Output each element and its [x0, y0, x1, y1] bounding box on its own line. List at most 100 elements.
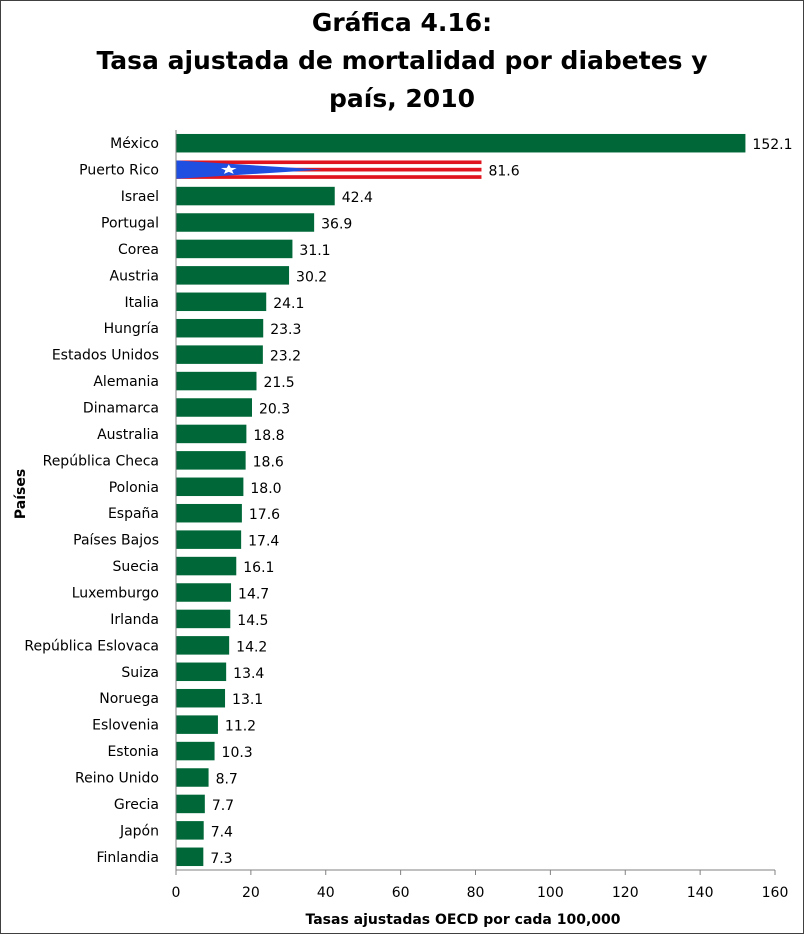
x-tick-label: 120: [612, 885, 639, 901]
bar-suecia: [176, 556, 237, 576]
category-label-suiza: Suiza: [121, 665, 159, 681]
value-label-estados-unidos: 23.2: [270, 349, 301, 365]
category-label-puerto-rico: Puerto Rico: [79, 163, 159, 179]
category-label-portugal: Portugal: [101, 216, 159, 232]
bar-grecia: [176, 794, 205, 814]
category-label-espana: España: [108, 506, 159, 522]
category-label-austria: Austria: [110, 268, 159, 284]
value-label-noruega: 13.1: [232, 692, 263, 708]
value-label-paises-bajos: 17.4: [248, 534, 279, 550]
value-label-republica-eslovaca: 14.2: [236, 639, 267, 655]
bar-dinamarca: [176, 398, 252, 417]
x-tick-label: 0: [172, 885, 181, 901]
bar-estonia: [176, 741, 215, 761]
value-label-portugal: 36.9: [321, 217, 352, 233]
bar-mexico: [176, 133, 746, 153]
value-label-puerto-rico: 81.6: [488, 164, 519, 180]
bar-portugal: [176, 213, 315, 232]
bar-suiza: [176, 662, 227, 682]
category-label-noruega: Noruega: [99, 691, 159, 707]
value-label-corea: 31.1: [299, 243, 330, 259]
bar-hungria: [176, 318, 264, 338]
category-label-republica-eslovaca: República Eslovaca: [24, 638, 159, 654]
x-tick-label: 80: [467, 885, 485, 901]
value-label-luxemburgo: 14.7: [238, 587, 269, 603]
chart-title-line-1: Gráfica 4.16:: [311, 8, 493, 37]
category-label-estados-unidos: Estados Unidos: [52, 348, 159, 364]
bar-republica-checa: [176, 451, 246, 470]
value-label-israel: 42.4: [342, 190, 373, 206]
value-label-italia: 24.1: [273, 296, 304, 312]
value-label-estonia: 10.3: [222, 745, 253, 761]
value-label-japon: 7.4: [211, 824, 233, 840]
category-label-reino-unido: Reino Unido: [75, 771, 159, 787]
value-label-eslovenia: 11.2: [225, 719, 256, 735]
category-label-israel: Israel: [121, 189, 159, 205]
category-label-eslovenia: Eslovenia: [92, 718, 159, 734]
x-tick-label: 140: [687, 885, 714, 901]
value-label-alemania: 21.5: [263, 375, 294, 391]
category-label-mexico: México: [110, 136, 159, 152]
chart-title: Gráfica 4.16: Tasa ajustada de mortalida…: [0, 4, 804, 118]
category-label-polonia: Polonia: [109, 480, 159, 496]
bar-japon: [176, 821, 204, 840]
x-tick-label: 20: [242, 885, 260, 901]
value-label-austria: 30.2: [296, 269, 327, 285]
bar-finlandia: [176, 847, 204, 867]
value-label-hungria: 23.3: [270, 322, 301, 338]
x-tick-label: 100: [537, 885, 564, 901]
category-label-corea: Corea: [118, 242, 159, 258]
category-label-paises-bajos: Países Bajos: [73, 533, 159, 549]
category-label-japon: Japón: [119, 823, 159, 839]
x-tick-label: 40: [317, 885, 335, 901]
bar-austria: [176, 266, 290, 285]
value-label-suiza: 13.4: [233, 666, 264, 682]
value-label-irlanda: 14.5: [237, 613, 268, 629]
bar-reino-unido: [176, 768, 209, 787]
value-label-finlandia: 7.3: [210, 851, 232, 867]
bar-alemania: [176, 371, 257, 391]
bar-estados-unidos: [176, 345, 263, 364]
category-label-australia: Australia: [97, 427, 159, 443]
category-label-italia: Italia: [124, 295, 159, 311]
bar-corea: [176, 239, 293, 259]
x-tick-label: 60: [392, 885, 410, 901]
star-icon: [220, 164, 237, 174]
category-label-estonia: Estonia: [107, 744, 159, 760]
value-label-polonia: 18.0: [250, 481, 281, 497]
category-label-dinamarca: Dinamarca: [83, 401, 159, 417]
value-label-suecia: 16.1: [243, 560, 274, 576]
category-label-irlanda: Irlanda: [110, 612, 159, 628]
value-label-reino-unido: 8.7: [216, 772, 238, 788]
value-label-australia: 18.8: [253, 428, 284, 444]
x-tick-label: 160: [762, 885, 789, 901]
bar-noruega: [176, 688, 226, 708]
value-label-dinamarca: 20.3: [259, 402, 290, 418]
y-axis-label: Países: [13, 469, 29, 519]
bar-australia: [176, 424, 247, 444]
bar-irlanda: [176, 609, 231, 629]
bar-eslovenia: [176, 715, 218, 734]
bar-israel: [176, 186, 335, 206]
category-label-finlandia: Finlandia: [97, 850, 160, 866]
bar-paises-bajos: [176, 530, 242, 549]
category-label-alemania: Alemania: [93, 374, 159, 390]
bar-luxemburgo: [176, 583, 232, 602]
category-label-grecia: Grecia: [114, 797, 159, 813]
bar-polonia: [176, 477, 244, 497]
category-label-luxemburgo: Luxemburgo: [72, 586, 159, 602]
bar-republica-eslovaca: [176, 636, 230, 655]
value-label-mexico: 152.1: [752, 137, 792, 153]
bar-puerto-rico: [176, 160, 482, 179]
bar-italia: [176, 292, 267, 312]
category-label-hungria: Hungría: [104, 321, 159, 337]
chart-title-line-2: Tasa ajustada de mortalidad por diabetes…: [96, 46, 708, 75]
x-axis-label: Tasas ajustadas OECD por cada 100,000: [305, 912, 620, 928]
value-label-espana: 17.6: [249, 507, 280, 523]
value-label-republica-checa: 18.6: [253, 454, 284, 470]
category-label-republica-checa: República Checa: [43, 453, 159, 469]
chart-title-line-3: país, 2010: [329, 84, 475, 113]
bar-espana: [176, 503, 242, 523]
category-label-suecia: Suecia: [112, 559, 159, 575]
